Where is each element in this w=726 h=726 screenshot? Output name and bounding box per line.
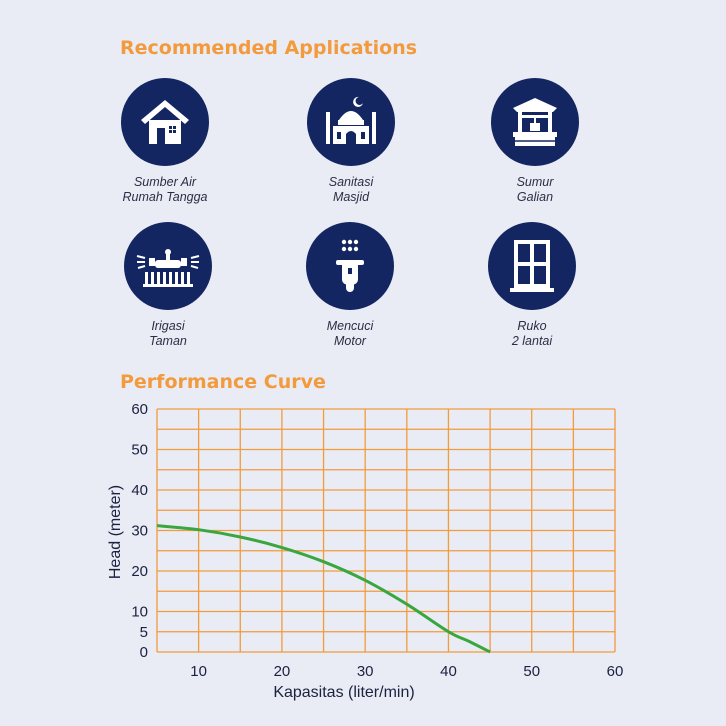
app-item-irigasi: Irigasi Taman [88, 222, 248, 349]
y-tick-label: 40 [131, 482, 148, 499]
app-item-rumah-tangga: Sumber Air Rumah Tangga [85, 78, 245, 205]
x-tick-label: 40 [440, 663, 457, 680]
app-label: Irigasi Taman [149, 319, 187, 348]
well-icon [491, 78, 579, 166]
scooter-icon [306, 222, 394, 310]
y-tick-label: 30 [131, 523, 148, 540]
app-item-masjid: Sanitasi Masjid [271, 78, 431, 205]
x-tick-label: 30 [357, 663, 374, 680]
applications-title: Recommended Applications [120, 37, 418, 59]
app-item-sumur: Sumur Galian [455, 78, 615, 205]
performance-curve-line [156, 524, 491, 654]
y-tick-label: 50 [131, 442, 148, 459]
x-tick-label: 10 [190, 663, 207, 680]
app-item-ruko: Ruko 2 lantai [452, 222, 612, 349]
x-tick-label: 50 [523, 663, 540, 680]
x-tick-label: 60 [607, 663, 624, 680]
mosque-icon [307, 78, 395, 166]
x-axis-label: Kapasitas (liter/min) [273, 684, 414, 701]
app-label: Sumur Galian [516, 175, 554, 204]
performance-title: Performance Curve [120, 371, 326, 393]
app-item-motor: Mencuci Motor [270, 222, 430, 349]
x-tick-label: 20 [274, 663, 291, 680]
window-icon [488, 222, 576, 310]
y-tick-label: 0 [140, 644, 148, 661]
y-tick-label: 20 [131, 563, 148, 580]
y-axis-label: Head (meter) [107, 485, 124, 579]
sprinkler-icon [124, 222, 212, 310]
app-label: Sumber Air Rumah Tangga [122, 175, 208, 204]
y-tick-label: 60 [131, 401, 148, 418]
app-label: Ruko 2 lantai [511, 319, 553, 348]
house-icon [121, 78, 209, 166]
app-label: Mencuci Motor [326, 319, 374, 348]
app-label: Sanitasi Masjid [328, 175, 374, 204]
y-tick-label: 5 [140, 624, 148, 641]
y-tick-label: 10 [131, 604, 148, 621]
